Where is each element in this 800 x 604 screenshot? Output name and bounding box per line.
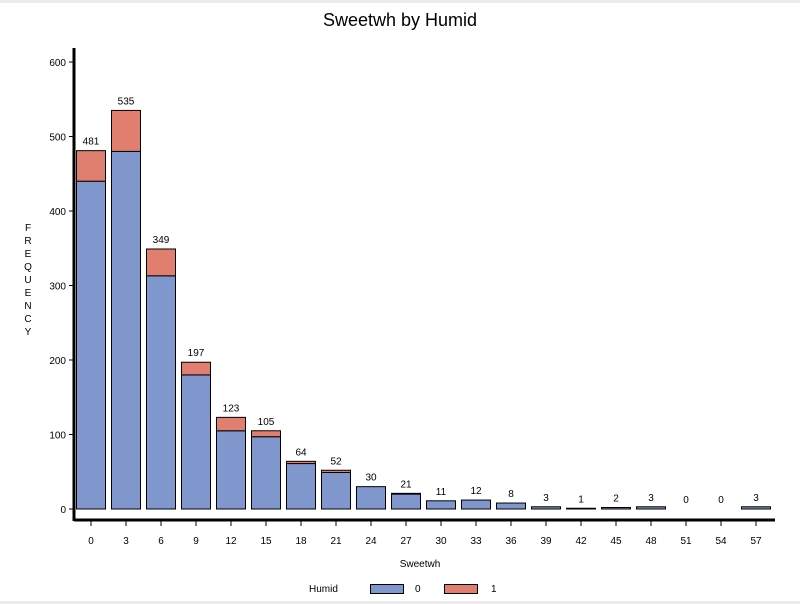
bar-total-label: 105 [258,417,275,428]
x-tick-label: 27 [400,536,412,547]
legend-label-0: 0 [415,584,421,595]
bar-segment-0 [531,506,561,510]
bar-segment-0 [741,506,771,510]
bar-total-label: 481 [83,137,100,148]
y-axis-label: FREQUENCY [24,223,32,338]
y-tick-label: 0 [60,505,66,516]
legend: Humid 0 1 [0,583,800,599]
y-tick-label: 100 [49,431,66,442]
bar-total-label: 64 [295,447,307,458]
bar-total-label: 3 [753,493,759,504]
y-tick-label: 200 [49,356,66,367]
x-tick-label: 54 [715,536,727,547]
bar-total-label: 21 [400,479,412,490]
bar-total-label: 3 [648,493,654,504]
y-tick-label: 500 [49,133,66,144]
bar-segment-0 [391,493,421,510]
bar-segment-0 [216,430,246,510]
bar-segment-0 [461,499,491,510]
x-tick-label: 18 [295,536,307,547]
y-tick-label: 600 [49,58,66,69]
bar-segment-1 [286,460,316,465]
x-tick-label: 48 [645,536,657,547]
x-tick-label: 3 [123,536,129,547]
bar-total-label: 0 [718,495,724,506]
bar-segment-0 [76,180,106,510]
bar-total-label: 11 [436,487,447,498]
x-tick-label: 57 [750,536,762,547]
bar-total-label: 197 [188,348,205,359]
chart-title: Sweetwh by Humid [322,10,478,30]
x-tick-label: 45 [610,536,622,547]
bar-segment-1 [76,150,106,182]
bar-total-label: 12 [470,486,482,497]
bar-total-label: 0 [683,495,689,506]
x-tick-label: 0 [88,536,94,547]
bar-segment-0 [636,506,666,510]
bar-segment-0 [251,436,281,510]
legend-swatch-1 [444,584,478,594]
x-tick-label: 33 [470,536,482,547]
bar-total-label: 8 [508,489,514,500]
x-tick-label: 9 [193,536,199,547]
bar-segment-0 [286,463,316,510]
x-tick-label: 39 [540,536,552,547]
legend-title: Humid [309,584,338,595]
bar-segment-0 [111,150,141,510]
x-tick-label: 30 [435,536,447,547]
bar-total-label: 52 [330,456,342,467]
x-tick-label: 36 [505,536,517,547]
legend-swatch-0 [370,584,404,594]
bar-segment-1 [251,430,281,438]
bar-segment-0 [356,486,386,510]
bar-total-label: 123 [223,403,240,414]
x-tick-label: 24 [365,536,377,547]
bar-segment-1 [146,248,176,277]
x-tick-label: 42 [575,536,587,547]
x-tick-label: 15 [260,536,272,547]
y-tick-label: 300 [49,282,66,293]
bar-segment-0 [181,374,211,510]
bar-segment-1 [181,361,211,376]
bar-segment-0 [426,500,456,510]
x-tick-label: 51 [680,536,692,547]
x-axis-label: Sweetwh [399,559,441,570]
bar-segment-1 [391,492,421,495]
bar-total-label: 1 [578,494,584,505]
bar-segment-0 [146,275,176,510]
x-tick-label: 12 [225,536,237,547]
x-tick-label: 6 [158,536,164,547]
bar-total-label: 30 [365,473,377,484]
bar-total-label: 535 [118,96,135,107]
bar-total-label: 2 [613,494,619,505]
bar-segment-0 [566,507,596,510]
bar-segment-1 [216,416,246,432]
bar-segment-0 [496,502,526,510]
x-tick-label: 21 [330,536,342,547]
bar-segment-1 [321,469,351,473]
legend-label-1: 1 [491,584,497,595]
bar-segment-1 [111,109,141,152]
bar-segment-0 [601,507,631,510]
bar-total-label: 3 [543,493,549,504]
y-tick-label: 400 [49,207,66,218]
bar-segment-0 [321,471,351,510]
bar-total-label: 349 [153,235,170,246]
